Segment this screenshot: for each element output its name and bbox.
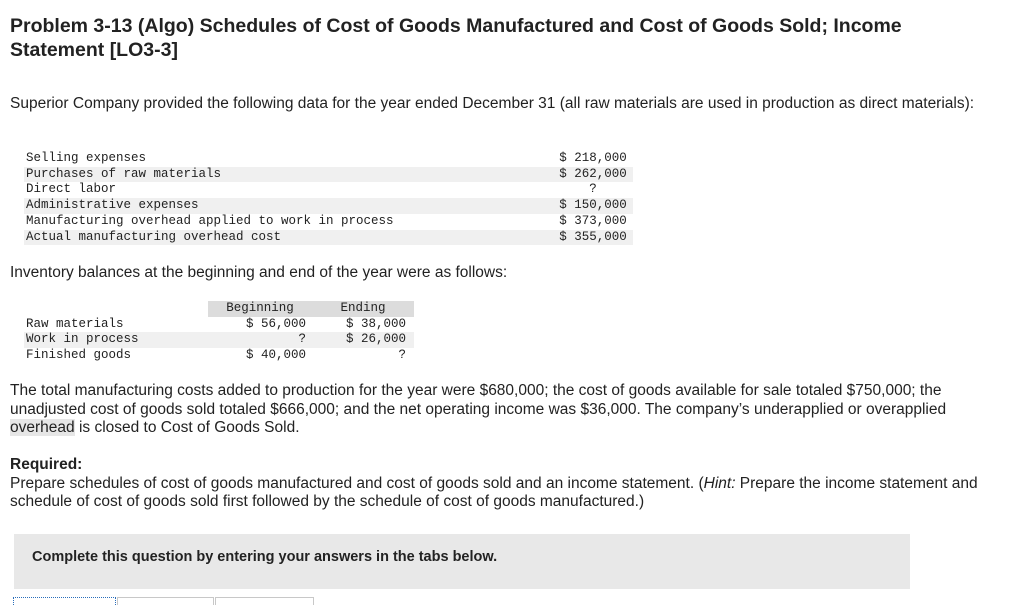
inventory-label: Finished goods	[26, 348, 132, 363]
inventory-beginning: ?	[208, 332, 312, 349]
expense-row: Direct labor?	[24, 182, 633, 198]
inventory-ending: $ 26,000	[312, 332, 414, 349]
expense-value: $ 262,000	[553, 166, 633, 183]
expense-row: Purchases of raw materials $ 262,000	[24, 166, 633, 183]
inventory-ending: $ 38,000	[345, 316, 406, 331]
expense-row: Selling expenses $ 218,000	[24, 151, 633, 167]
hint-label: Hint:	[703, 474, 736, 492]
summary-text-part: The total manufacturing costs added to p…	[10, 382, 947, 418]
inventory-row: Raw materials $ 56,000 $ 38,000	[24, 317, 414, 333]
inventory-beginning: $ 56,000	[245, 316, 306, 331]
inventory-table: Beginning Ending Raw materials $ 56,000 $ …	[24, 301, 414, 364]
expense-row: Manufacturing overhead applied to work i…	[24, 214, 633, 230]
instructions-text: Complete this question by entering your …	[32, 549, 498, 565]
inventory-beginning: $ 40,000	[245, 348, 306, 363]
tab-2[interactable]	[117, 597, 214, 605]
page-title: Problem 3-13 (Algo) Schedules of Cost of…	[10, 15, 902, 61]
expense-row: Actual manufacturing overhead cost $ 355,…	[24, 229, 633, 246]
inventory-header-ending: Ending	[312, 301, 414, 317]
instructions-banner: Complete this question by entering your …	[14, 534, 910, 589]
expense-value: $ 373,000	[559, 213, 627, 228]
expense-value: $ 218,000	[559, 151, 627, 165]
inventory-label: Raw materials	[26, 316, 124, 331]
tab-1[interactable]	[13, 597, 116, 605]
inventory-intro-text: Inventory balances at the beginning and …	[10, 264, 508, 281]
required-heading: Required:	[10, 456, 83, 473]
summary-text: The total manufacturing costs added to p…	[10, 382, 1010, 438]
expense-label: Actual manufacturing overhead cost	[24, 229, 553, 246]
inventory-row: Work in process? $ 26,000	[24, 332, 414, 349]
expense-value: ?	[589, 182, 597, 197]
expense-label: Selling expenses	[26, 151, 147, 165]
expense-value: $ 150,000	[553, 198, 633, 214]
expense-label: Manufacturing overhead applied to work i…	[26, 213, 394, 228]
expense-row: Administrative expenses $ 150,000	[24, 198, 633, 214]
expense-label: Administrative expenses	[24, 198, 553, 214]
summary-text-part: is closed to Cost of Goods Sold.	[74, 419, 300, 436]
required-text: Prepare schedules of cost of goods manuf…	[10, 474, 704, 492]
overhead-highlight[interactable]: overhead	[10, 419, 75, 436]
tab-3[interactable]	[215, 597, 314, 605]
expense-label: Purchases of raw materials	[24, 166, 553, 183]
inventory-header-blank	[24, 301, 208, 317]
expense-value: $ 355,000	[553, 229, 633, 246]
intro-text: Superior Company provided the following …	[10, 95, 975, 112]
required-section: Required: Prepare schedules of cost of go…	[10, 456, 1010, 512]
expenses-table: Selling expenses $ 218,000 Purchases of ra…	[24, 151, 633, 246]
inventory-row: Finished goods $ 40,000?	[24, 348, 414, 364]
expense-label: Direct labor	[26, 182, 117, 197]
inventory-label: Work in process	[24, 332, 208, 349]
inventory-header-beginning: Beginning	[208, 301, 312, 317]
required-text: Prepare the income statement and schedul…	[10, 474, 978, 511]
inventory-ending: ?	[398, 348, 406, 363]
